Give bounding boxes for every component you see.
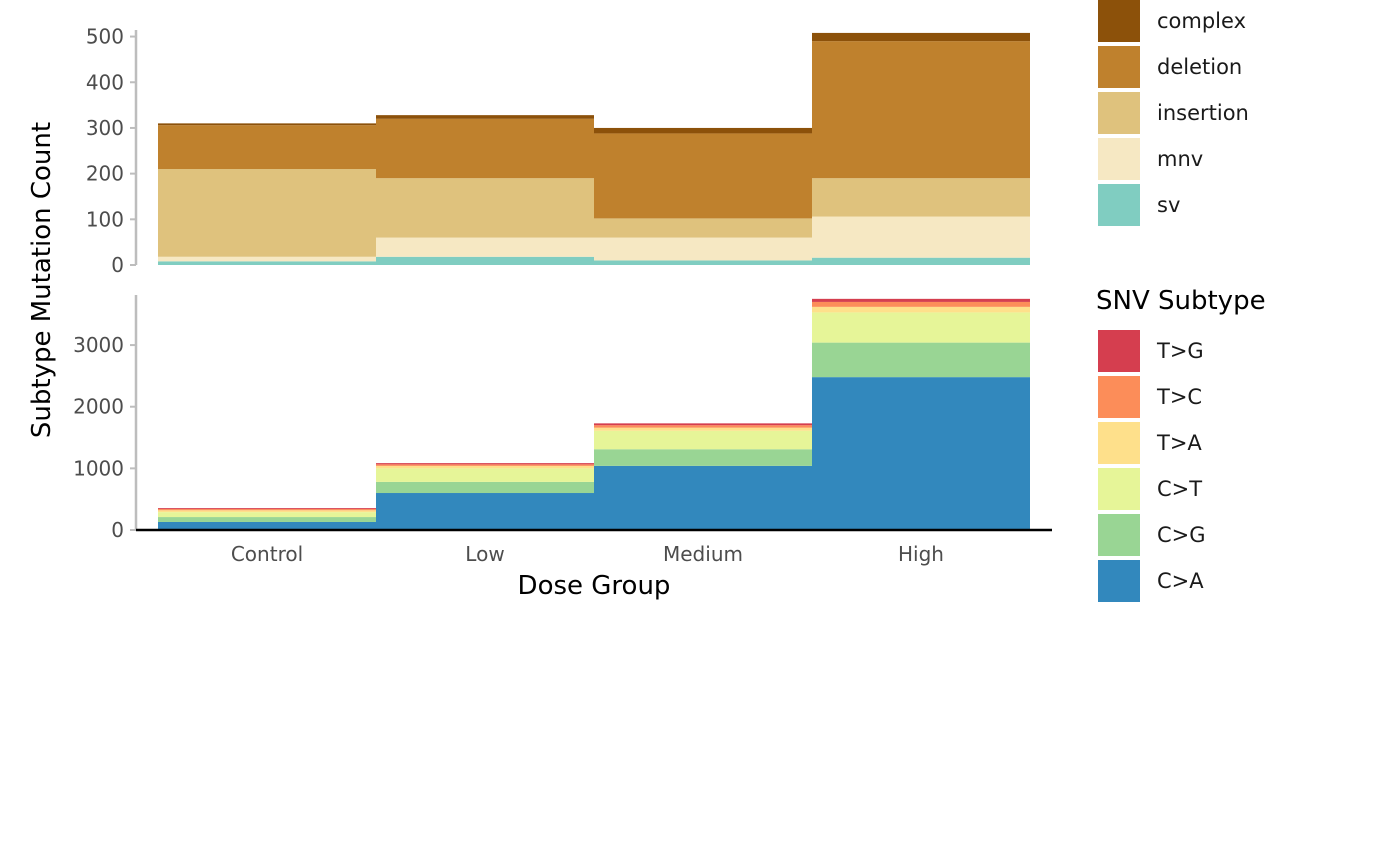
bar-segment-mnv (812, 216, 1030, 258)
x-tick-label: Control (231, 542, 303, 566)
legend-swatch (1098, 46, 1140, 88)
legend-indel-types: complex deletion insertion mnv sv (1098, 0, 1249, 226)
bar-segment-sv (376, 256, 594, 265)
bar-segment-complex (158, 123, 376, 126)
legend-label: sv (1157, 193, 1180, 217)
bar-segment-ttoa (158, 510, 376, 513)
bar-segment-ttoa (376, 465, 594, 469)
legend-swatch (1098, 560, 1140, 602)
legend-label: insertion (1157, 101, 1249, 125)
legend-swatch (1098, 138, 1140, 180)
bar-segment-ctog (376, 481, 594, 494)
legend-label: C>A (1157, 569, 1204, 593)
bar-segment-sv (812, 257, 1030, 265)
bar-segment-deletion (158, 125, 376, 170)
bar-segment-sv (594, 260, 812, 265)
bar-segment-mnv (376, 237, 594, 257)
bar-segment-complex (376, 115, 594, 119)
bar-segment-ttoc (376, 464, 594, 466)
bar-segment-deletion (594, 133, 812, 219)
legend-label: C>T (1157, 477, 1202, 501)
legend-label: deletion (1157, 55, 1242, 79)
bar-segment-ctog (158, 517, 376, 522)
y-tick-label: 0 (111, 518, 124, 542)
legend-swatch (1098, 422, 1140, 464)
y-tick-label: 400 (86, 70, 124, 94)
legend-snv-subtype: SNV Subtype T>G T>C T>A C>T C>G C>A (1096, 286, 1266, 602)
legend-label: complex (1157, 9, 1246, 33)
y-tick-label: 1000 (73, 456, 124, 480)
bar-segment-ctoa (812, 377, 1030, 530)
bar-segment-ttoa (594, 427, 812, 431)
bar-segment-ttoc (594, 425, 812, 428)
bar-segment-ttog (594, 423, 812, 426)
bar-segment-insertion (594, 218, 812, 238)
bar-segment-ttoc (158, 509, 376, 511)
y-tick-label: 500 (86, 25, 124, 49)
legend-swatch (1098, 514, 1140, 556)
legend-label: T>C (1156, 385, 1202, 409)
y-tick-label: 0 (111, 253, 124, 277)
x-axis-title: Dose Group (518, 571, 671, 601)
bar-segment-ctoa (158, 521, 376, 530)
legend-swatch (1098, 376, 1140, 418)
bar-segment-deletion (812, 41, 1030, 179)
x-tick-label: Medium (663, 542, 743, 566)
legend-label: T>G (1156, 339, 1204, 363)
y-tick-label: 100 (86, 207, 124, 231)
bar-segment-ctot (594, 430, 812, 450)
bar-segment-ctot (376, 468, 594, 482)
bar-segment-ttog (376, 463, 594, 465)
panel-bottom-snv: 0 1000 2000 3000 (73, 295, 1030, 542)
legend-swatch (1098, 184, 1140, 226)
legend-swatch (1098, 330, 1140, 372)
legend-label: mnv (1157, 147, 1203, 171)
panel-top-indel-sv: 0 100 200 300 400 500 (86, 25, 1030, 277)
legend-label: C>G (1157, 523, 1206, 547)
y-tick-label: 300 (86, 116, 124, 140)
bar-segment-insertion (376, 178, 594, 238)
x-tick-label: High (898, 542, 944, 566)
y-axis-title: Subtype Mutation Count (27, 122, 57, 438)
bar-segment-ctoa (376, 493, 594, 530)
bar-segment-complex (812, 32, 1030, 42)
bar-segment-insertion (158, 169, 376, 257)
legend-swatch (1098, 468, 1140, 510)
legend-swatch (1098, 92, 1140, 134)
y-tick-label: 2000 (73, 395, 124, 419)
legend-label: T>A (1156, 431, 1202, 455)
bar-segment-ctot (158, 512, 376, 518)
bar-segment-ttog (812, 298, 1030, 302)
bar-segment-ctoa (594, 465, 812, 530)
bar-segment-mnv (594, 237, 812, 261)
bar-segment-ctot (812, 312, 1030, 343)
bar-segment-complex (594, 127, 812, 134)
bar-segment-ctog (594, 449, 812, 466)
bar-segment-ttoc (812, 301, 1030, 307)
bar-segment-ttog (158, 508, 376, 510)
legend-title: SNV Subtype (1096, 286, 1266, 316)
x-tick-label: Low (465, 542, 504, 566)
bar-segment-mnv (158, 256, 376, 262)
y-tick-label: 3000 (73, 333, 124, 357)
bar-segment-deletion (376, 118, 594, 179)
x-axis: Control Low Medium High (136, 528, 1052, 566)
legend-swatch (1098, 0, 1140, 42)
bar-segment-ctog (812, 342, 1030, 378)
bar-segment-sv (158, 261, 376, 265)
y-tick-label: 200 (86, 162, 124, 186)
bar-segment-ttoa (812, 306, 1030, 313)
bar-segment-insertion (812, 178, 1030, 217)
